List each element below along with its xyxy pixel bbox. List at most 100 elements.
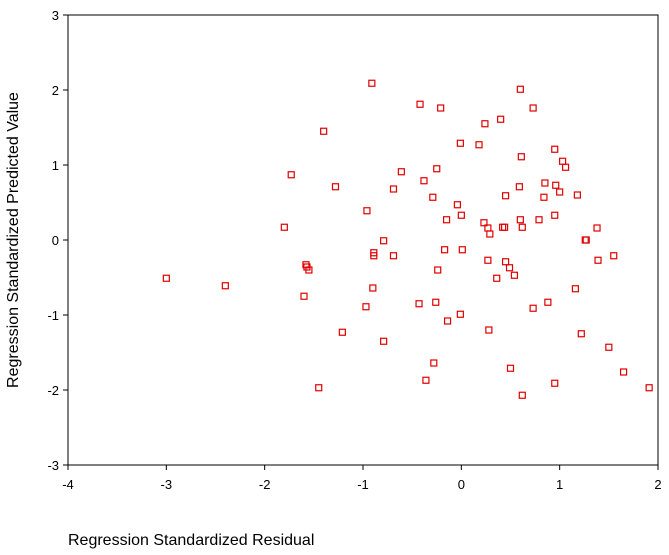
y-tick-label: 0 (52, 233, 59, 248)
point (577, 330, 585, 338)
point (380, 237, 388, 245)
point (593, 224, 601, 232)
point (551, 145, 559, 153)
point (422, 376, 430, 384)
point (573, 191, 581, 199)
point (516, 216, 524, 224)
point (458, 246, 466, 254)
point (369, 284, 377, 292)
point (315, 384, 323, 392)
y-axis-title: Regression Standardized Predicted Value (5, 92, 22, 388)
plot-frame (67, 14, 659, 466)
point (518, 391, 526, 399)
point (443, 317, 452, 325)
point (605, 343, 613, 351)
point (475, 141, 483, 149)
y-tick-label: 2 (52, 83, 59, 98)
point (362, 303, 370, 311)
point (287, 171, 295, 179)
point (544, 298, 552, 306)
point (582, 236, 590, 244)
point (619, 368, 628, 376)
point (441, 246, 449, 254)
point (551, 379, 559, 387)
y-tick-label: -3 (47, 458, 59, 473)
point (368, 79, 376, 87)
point (505, 264, 514, 272)
point (432, 298, 440, 306)
point (517, 153, 525, 161)
point (453, 201, 461, 209)
point (415, 300, 423, 308)
point (370, 252, 378, 260)
point (551, 211, 559, 219)
point (529, 304, 537, 312)
point (481, 120, 489, 128)
point (486, 230, 494, 238)
point (456, 139, 464, 147)
point (501, 192, 510, 200)
point (510, 271, 519, 279)
point (397, 168, 405, 176)
point (559, 157, 567, 165)
point (437, 104, 445, 112)
point (571, 285, 580, 293)
point (380, 337, 388, 345)
x-tick-label: 1 (556, 477, 563, 492)
point (645, 384, 653, 392)
point (434, 266, 442, 274)
point (389, 252, 398, 260)
point (501, 258, 510, 266)
point (456, 310, 464, 318)
point (457, 211, 465, 219)
point (300, 292, 308, 300)
x-tick-label: -3 (161, 477, 173, 492)
point (541, 179, 549, 187)
point (429, 193, 437, 201)
point (518, 223, 526, 231)
x-axis-title: Regression Standardized Residual (68, 532, 314, 549)
point (515, 183, 523, 191)
point (416, 100, 424, 108)
point (552, 181, 560, 189)
point (162, 274, 170, 282)
point (420, 177, 428, 185)
x-tick-label: -2 (259, 477, 271, 492)
x-tick-label: 2 (654, 477, 661, 492)
y-tick-label: -2 (47, 383, 59, 398)
point (331, 183, 340, 191)
x-tick-label: 0 (458, 477, 465, 492)
point (556, 188, 564, 196)
point (493, 274, 501, 282)
point (320, 127, 328, 135)
point (433, 165, 441, 173)
point (506, 364, 515, 372)
point (430, 359, 438, 367)
point (484, 256, 492, 264)
point (389, 185, 398, 193)
point (305, 266, 313, 274)
x-tick-label: -4 (62, 477, 74, 492)
point (363, 207, 371, 215)
point (594, 256, 602, 264)
point (501, 223, 509, 231)
point (280, 223, 288, 231)
point (540, 193, 548, 201)
point (480, 219, 488, 227)
point (442, 216, 451, 224)
point (499, 223, 507, 231)
point (516, 85, 524, 93)
point (561, 163, 570, 171)
y-tick-label: 3 (52, 8, 59, 23)
point (338, 328, 346, 336)
y-tick-label: -1 (47, 308, 59, 323)
point (485, 326, 493, 334)
point (535, 216, 543, 224)
point (529, 104, 537, 112)
y-tick-label: 1 (52, 158, 59, 173)
point (497, 115, 505, 123)
x-tick-label: -1 (357, 477, 369, 492)
point (610, 252, 618, 260)
point (221, 282, 229, 290)
